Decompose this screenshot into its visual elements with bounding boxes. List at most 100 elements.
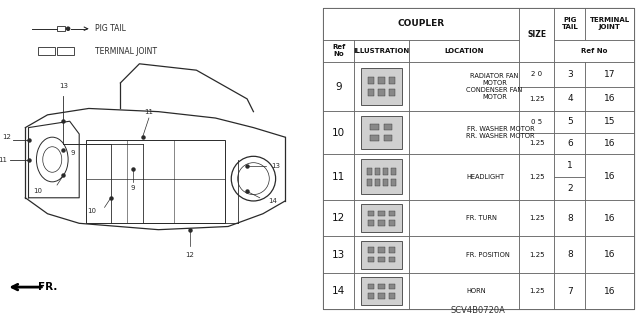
Text: 15: 15 [604, 117, 615, 126]
Text: 13: 13 [59, 83, 68, 89]
Bar [368, 247, 374, 253]
Text: 1.25: 1.25 [529, 96, 545, 102]
Bar [38, 47, 56, 55]
Bar [519, 236, 554, 273]
Text: 9: 9 [70, 150, 75, 156]
Bar [378, 211, 385, 216]
Bar [355, 40, 408, 62]
Bar [408, 236, 519, 273]
Text: 5: 5 [567, 117, 573, 126]
Bar [378, 256, 385, 262]
Bar [554, 236, 586, 273]
Bar [388, 293, 395, 299]
Bar [371, 135, 379, 141]
Bar [408, 154, 519, 200]
Text: 16: 16 [604, 250, 615, 259]
Bar [408, 40, 519, 62]
Bar [408, 62, 519, 111]
Bar [408, 273, 519, 309]
Text: 7: 7 [567, 287, 573, 296]
Bar [361, 116, 402, 149]
Bar [368, 211, 374, 216]
Bar [323, 154, 355, 200]
Bar [388, 220, 395, 226]
Bar [378, 293, 385, 299]
Bar [361, 277, 402, 305]
Bar [586, 154, 634, 200]
Bar [355, 236, 408, 273]
Text: 10: 10 [88, 208, 97, 213]
Bar [355, 273, 408, 309]
Bar [519, 154, 554, 200]
Text: 16: 16 [604, 173, 615, 182]
Text: 3: 3 [567, 70, 573, 79]
Text: 1.25: 1.25 [529, 140, 545, 146]
Text: 13: 13 [332, 250, 346, 260]
Text: TERMINAL JOINT: TERMINAL JOINT [95, 47, 157, 56]
Bar [586, 273, 634, 309]
Bar [323, 236, 355, 273]
Text: 16: 16 [604, 94, 615, 103]
Bar [586, 86, 634, 111]
Text: 1.25: 1.25 [529, 288, 545, 294]
Bar [371, 124, 379, 130]
Text: 0 5: 0 5 [531, 119, 542, 125]
Bar [367, 167, 372, 174]
Bar [586, 62, 634, 86]
Text: 16: 16 [604, 139, 615, 148]
Text: 2: 2 [567, 184, 573, 193]
Bar [554, 40, 634, 62]
Text: 1.25: 1.25 [529, 252, 545, 258]
Text: HORN: HORN [467, 288, 486, 294]
Text: PIG
TAIL: PIG TAIL [561, 17, 579, 30]
Text: 10: 10 [33, 189, 42, 194]
Text: SIZE: SIZE [527, 30, 546, 40]
Bar [378, 247, 385, 253]
Text: 11: 11 [332, 172, 346, 182]
Bar [378, 220, 385, 226]
Text: 13: 13 [271, 163, 280, 169]
Text: SCV4B0720A: SCV4B0720A [451, 306, 506, 315]
Text: FR.: FR. [38, 282, 58, 292]
Bar [519, 8, 554, 62]
Text: 14: 14 [332, 286, 346, 296]
Bar [554, 86, 586, 111]
Bar [361, 241, 402, 269]
Bar [586, 132, 634, 154]
Text: Ref
No: Ref No [332, 44, 346, 57]
Bar [57, 26, 65, 31]
Bar [384, 135, 392, 141]
Bar [378, 89, 385, 96]
Bar [586, 111, 634, 132]
Bar [383, 167, 388, 174]
Bar [519, 132, 554, 154]
Text: COUPLER: COUPLER [397, 19, 445, 28]
Text: 6: 6 [567, 139, 573, 148]
Bar [375, 179, 380, 186]
Circle shape [67, 27, 70, 30]
Bar [554, 111, 586, 132]
Bar [323, 200, 355, 236]
Bar [368, 256, 374, 262]
Bar [408, 200, 519, 236]
Bar [323, 62, 355, 111]
Text: 11: 11 [0, 157, 8, 162]
Text: 4: 4 [567, 94, 573, 103]
Bar [388, 284, 395, 289]
Bar [519, 86, 554, 111]
Bar [368, 77, 374, 84]
Bar [554, 273, 586, 309]
Bar [378, 77, 385, 84]
Text: FR. WASHER MOTOR
RR. WASHER MOTOR: FR. WASHER MOTOR RR. WASHER MOTOR [467, 126, 535, 139]
Text: 10: 10 [332, 128, 346, 137]
Bar [355, 111, 408, 154]
Bar [355, 62, 408, 111]
Text: LOCATION: LOCATION [444, 48, 483, 54]
Text: 12: 12 [2, 134, 11, 140]
Text: Ref No: Ref No [580, 48, 607, 54]
Bar [323, 40, 355, 62]
Text: 1: 1 [567, 161, 573, 170]
Bar [586, 236, 634, 273]
Text: 16: 16 [604, 287, 615, 296]
Bar [367, 179, 372, 186]
